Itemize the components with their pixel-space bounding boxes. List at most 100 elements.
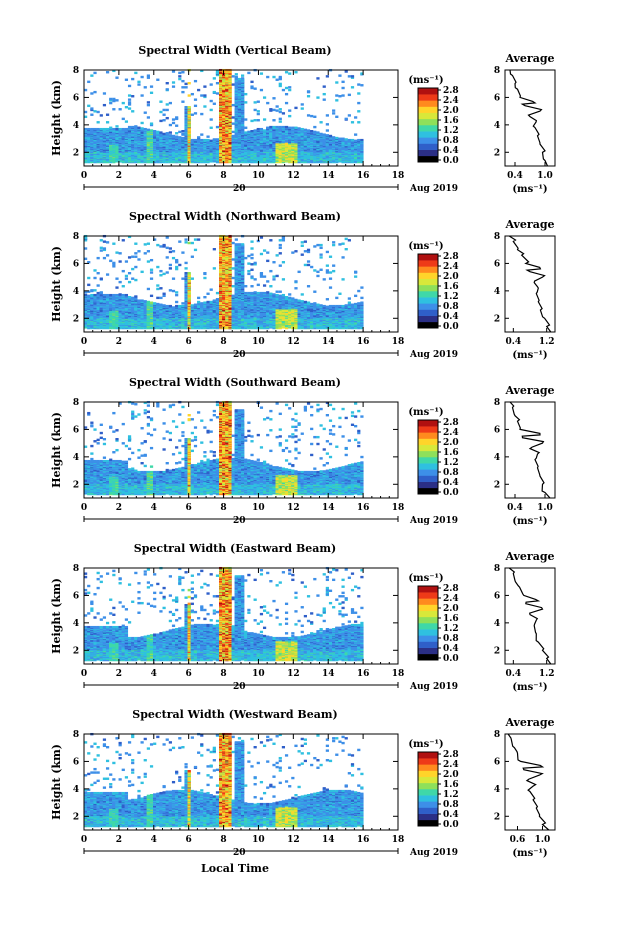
heatmap-cell <box>115 125 118 127</box>
heatmap-cell <box>244 131 247 133</box>
heatmap-cell <box>272 97 275 99</box>
heatmap-cell <box>112 98 115 100</box>
heatmap-cell <box>90 289 93 291</box>
average-line <box>510 70 548 166</box>
heatmap-cell <box>276 105 279 107</box>
heatmap-cell <box>210 140 213 142</box>
heatmap-cell <box>122 128 125 130</box>
heatmap-cell <box>166 117 169 119</box>
heatmap-cell <box>93 91 96 93</box>
heatmap-cell <box>323 98 326 100</box>
heatmap-cell <box>200 139 203 141</box>
heatmap-cell <box>332 136 335 138</box>
heatmap-cell <box>282 126 285 128</box>
heatmap-cell <box>345 138 348 140</box>
heatmap-cell <box>191 93 194 95</box>
heatmap-cell <box>301 128 304 130</box>
colorbar-tick-label: 2.8 <box>443 86 459 96</box>
x-tick-label: 8 <box>220 171 226 181</box>
heatmap-cell <box>257 110 260 112</box>
heatmap-cell <box>232 135 235 137</box>
heatmap-cell <box>191 139 194 141</box>
heatmap-cell <box>93 72 96 74</box>
heatmap-cell <box>313 131 316 133</box>
heatmap-cell <box>335 99 338 101</box>
avg-y-tick-label: 4 <box>494 121 500 131</box>
heatmap-cell <box>134 125 137 127</box>
heatmap-cell <box>247 131 250 133</box>
colorbar-segment <box>418 100 438 106</box>
heatmap-cell <box>147 129 150 131</box>
heatmap-cell <box>166 82 169 84</box>
heatmap-cell <box>279 120 282 122</box>
heatmap-cell <box>87 105 90 107</box>
heatmap-cell <box>250 81 253 83</box>
heatmap-cell <box>122 118 125 120</box>
heatmap-cell <box>181 101 184 103</box>
heatmap-cell <box>172 70 175 72</box>
heatmap-cell <box>188 106 191 108</box>
heatmap-cell <box>147 104 150 106</box>
heatmap-cell <box>216 126 219 128</box>
heatmap-cell <box>172 135 175 137</box>
heatmap-cell <box>131 78 134 80</box>
heatmap-cell <box>351 139 354 141</box>
heatmap-cell <box>144 111 147 113</box>
heatmap-cell <box>326 134 329 136</box>
heatmap-cell <box>119 128 122 130</box>
heatmap-cell <box>279 108 282 110</box>
y-axis-label: Height (km) <box>50 80 63 156</box>
colorbar-segment <box>418 119 438 125</box>
heatmap-cell <box>109 102 112 104</box>
heatmap-cell <box>307 95 310 97</box>
heatmap-cell <box>257 101 260 103</box>
heatmap-cell <box>197 139 200 141</box>
heatmap-cell <box>244 127 247 129</box>
heatmap-cell <box>263 118 266 120</box>
heatmap-cell <box>216 138 219 140</box>
heatmap-cell <box>279 85 282 87</box>
heatmap-cell <box>128 98 131 100</box>
heatmap-cell <box>97 284 100 286</box>
heatmap-cell <box>200 133 203 135</box>
heatmap-cell <box>235 107 238 109</box>
heatmap-cell <box>232 122 235 124</box>
heatmap-cell <box>326 123 329 125</box>
heatmap-cell <box>216 92 219 94</box>
heatmap-cell <box>335 81 338 83</box>
heatmap-cell <box>203 139 206 141</box>
heatmap-cell <box>163 114 166 116</box>
heatmap-cell <box>357 92 360 94</box>
heatmap-cell <box>103 104 106 106</box>
heatmap-cell <box>163 109 166 111</box>
heatmap-cell <box>169 134 172 136</box>
heatmap-cell <box>241 74 244 76</box>
heatmap-cell <box>112 108 115 110</box>
heatmap-cell <box>285 87 288 89</box>
heatmap-cell <box>163 133 166 135</box>
colorbar-tick-label: 0.8 <box>443 136 459 146</box>
heatmap-cell <box>238 105 241 107</box>
heatmap-cell <box>351 86 354 88</box>
heatmap-cell <box>97 128 100 130</box>
heatmap-cell <box>294 71 297 73</box>
heatmap-cell <box>87 284 90 286</box>
heatmap-cell <box>266 127 269 129</box>
heatmap-cell <box>269 126 272 128</box>
heatmap-cell <box>326 114 329 116</box>
heatmap-cell <box>241 77 244 79</box>
heatmap-cell <box>313 116 316 118</box>
heatmap-cell <box>184 106 187 108</box>
heatmap-cell <box>329 135 332 137</box>
heatmap-cell <box>260 89 263 91</box>
colorbar-tick-label: 1.6 <box>443 116 459 126</box>
heatmap-cell <box>128 85 131 87</box>
heatmap-cell <box>332 109 335 111</box>
heatmap-cell <box>354 140 357 142</box>
heatmap-cell <box>348 139 351 141</box>
heatmap-cell <box>285 71 288 73</box>
heatmap-cell <box>87 295 90 297</box>
heatmap-cell <box>316 77 319 79</box>
